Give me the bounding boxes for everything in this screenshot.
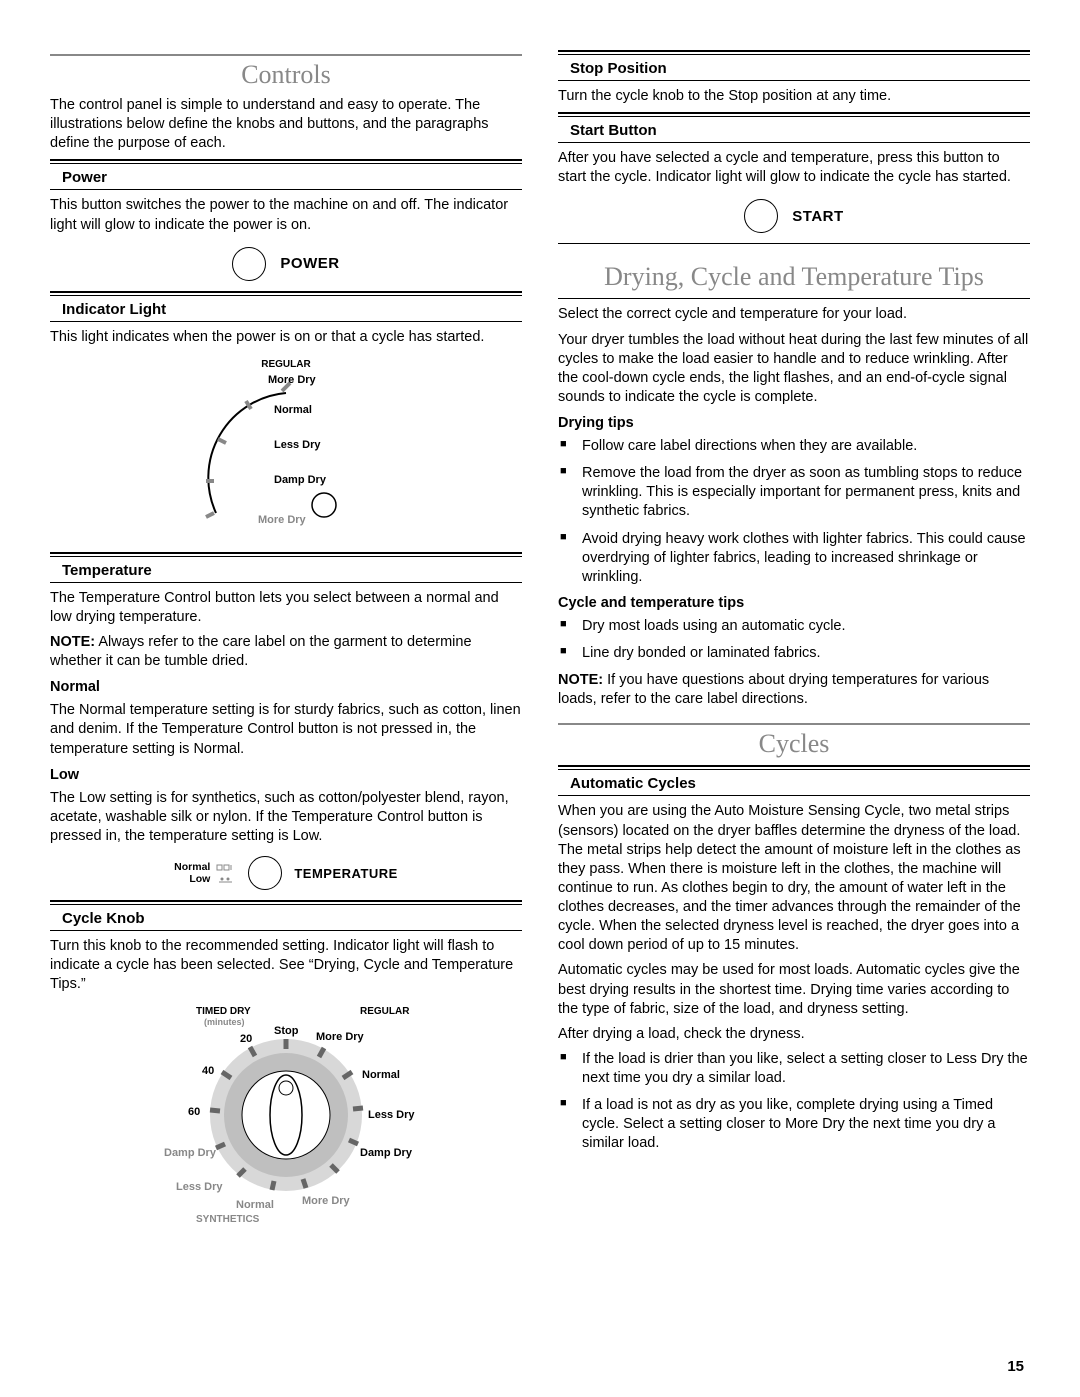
svg-text:Less Dry: Less Dry [176,1181,223,1193]
svg-text:More Dry: More Dry [302,1195,351,1207]
list-item: Dry most loads using an automatic cycle. [558,617,1030,636]
svg-text:More Dry: More Dry [316,1031,365,1043]
controls-intro: The control panel is simple to understan… [50,96,522,153]
svg-text:REGULAR: REGULAR [360,1006,410,1017]
start-text: After you have selected a cycle and temp… [558,149,1030,187]
auto-p1: When you are using the Auto Moisture Sen… [558,802,1030,955]
note-label: NOTE: [50,634,95,650]
normal-heading: Normal [50,679,522,695]
temp-settings: Normal Low [174,861,236,885]
indicator-text: This light indicates when the power is o… [50,328,522,347]
temperature-heading: Temperature [50,558,522,581]
cycle-tips-heading: Cycle and temperature tips [558,595,1030,611]
svg-text:More Dry: More Dry [268,374,317,386]
cycles-title: Cycles [558,729,1030,759]
svg-text:Normal: Normal [362,1069,400,1081]
note-text: Always refer to the care label on the ga… [50,634,472,669]
power-button-diagram: POWER [50,247,522,281]
list-item: Follow care label directions when they a… [558,437,1030,456]
auto-p2: Automatic cycles may be used for most lo… [558,961,1030,1018]
page-number: 15 [1007,1358,1024,1375]
start-label: START [792,208,843,225]
svg-text:Stop: Stop [274,1025,299,1037]
auto-cycles-list: If the load is drier than you like, sele… [558,1050,1030,1154]
stop-heading: Stop Position [558,56,1030,79]
note-text: If you have questions about drying tempe… [558,672,989,707]
start-button-circle [744,199,778,233]
temp-normal: Normal [174,861,236,873]
svg-text:TIMED DRY: TIMED DRY [196,1006,251,1017]
svg-text:Damp Dry: Damp Dry [164,1147,217,1159]
auto-p3: After drying a load, check the dryness. [558,1025,1030,1044]
power-label: POWER [280,255,339,272]
temperature-button-diagram: Normal Low TEMPERATURE [50,856,522,890]
svg-text:Less Dry: Less Dry [368,1109,415,1121]
cycle-tips-list: Dry most loads using an automatic cycle.… [558,617,1030,663]
svg-text:More Dry: More Dry [258,514,307,526]
drying-tips-list: Follow care label directions when they a… [558,437,1030,587]
controls-title: Controls [50,60,522,90]
svg-text:60: 60 [188,1106,200,1118]
start-button-diagram: START [558,199,1030,233]
svg-text:20: 20 [240,1033,252,1045]
list-item: Remove the load from the dryer as soon a… [558,464,1030,521]
svg-text:SYNTHETICS: SYNTHETICS [196,1214,260,1225]
indicator-heading: Indicator Light [50,297,522,320]
list-item: If a load is not as dry as you like, com… [558,1096,1030,1153]
svg-text:REGULAR: REGULAR [261,359,311,370]
svg-text:40: 40 [202,1065,214,1077]
cycle-knob-diagram: TIMED DRY (minutes) REGULAR SYNTHETICS [50,1000,522,1235]
svg-text:Damp Dry: Damp Dry [274,474,327,486]
right-column: Stop Position Turn the cycle knob to the… [558,48,1030,1239]
tips-p1: Select the correct cycle and temperature… [558,305,1030,324]
normal-text: The Normal temperature setting is for st… [50,701,522,758]
cycle-knob-heading: Cycle Knob [50,906,522,929]
power-text: This button switches the power to the ma… [50,196,522,234]
stop-text: Turn the cycle knob to the Stop position… [558,87,1030,106]
auto-cycles-heading: Automatic Cycles [558,771,1030,794]
tips-title: Drying, Cycle and Temperature Tips [558,262,1030,292]
temp-low: Low [189,873,236,885]
list-item: If the load is drier than you like, sele… [558,1050,1030,1088]
low-text: The Low setting is for synthetics, such … [50,789,522,846]
temperature-button-circle [248,856,282,890]
start-heading: Start Button [558,118,1030,141]
list-item: Line dry bonded or laminated fabrics. [558,644,1030,663]
drying-tips-heading: Drying tips [558,415,1030,431]
low-heading: Low [50,767,522,783]
tips-p2: Your dryer tumbles the load without heat… [558,331,1030,408]
cycle-knob-text: Turn this knob to the recommended settin… [50,937,522,994]
svg-text:(minutes): (minutes) [204,1017,245,1027]
svg-text:Normal: Normal [274,404,312,416]
svg-text:Normal: Normal [236,1199,274,1211]
temperature-label: TEMPERATURE [294,866,397,881]
svg-text:Damp Dry: Damp Dry [360,1147,413,1159]
tips-note: NOTE: If you have questions about drying… [558,671,1030,709]
power-heading: Power [50,165,522,188]
indicator-dial-diagram: REGULAR More Dry Normal Less Dry Damp Dr… [50,353,522,548]
left-column: Controls The control panel is simple to … [50,48,522,1239]
temperature-text: The Temperature Control button lets you … [50,589,522,627]
note-label: NOTE: [558,672,603,688]
temperature-note: NOTE: Always refer to the care label on … [50,633,522,671]
power-button-circle [232,247,266,281]
svg-text:Less Dry: Less Dry [274,439,321,451]
list-item: Avoid drying heavy work clothes with lig… [558,530,1030,587]
